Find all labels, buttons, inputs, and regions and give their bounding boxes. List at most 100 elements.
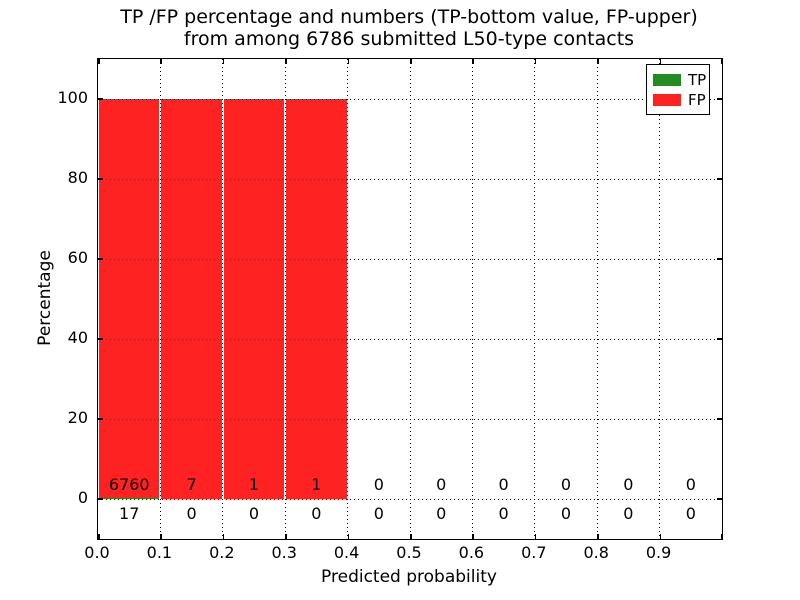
y-tick-label: 20	[67, 408, 88, 427]
gridline-vertical	[659, 59, 661, 539]
x-tick-mark	[98, 534, 100, 539]
legend-label: TP	[688, 71, 707, 89]
x-tick-mark-top	[472, 59, 474, 64]
fp-count-label: 0	[498, 475, 509, 494]
x-tick-label: 0.4	[333, 543, 360, 562]
gridline-vertical	[347, 59, 349, 539]
x-tick-label: 0.3	[271, 543, 297, 562]
y-tick-mark	[98, 178, 103, 180]
y-tick-label: 40	[67, 328, 88, 347]
fp-count-label: 0	[623, 475, 634, 494]
x-tick-label: 0.2	[209, 543, 235, 562]
y-tick-mark	[98, 98, 103, 100]
x-tick-mark	[160, 534, 162, 539]
y-tick-mark	[98, 338, 103, 340]
x-tick-mark-top	[347, 59, 350, 64]
fp-count-label: 0	[560, 475, 572, 494]
x-tick-mark	[410, 534, 412, 539]
y-tick-label: 60	[67, 248, 88, 267]
gridline-vertical	[596, 59, 598, 539]
tp-count-label: 0	[436, 504, 447, 523]
gridline-vertical	[222, 59, 224, 539]
x-tick-mark-top	[659, 59, 662, 64]
stacked-bar	[286, 99, 347, 499]
legend: TP FP	[646, 64, 710, 115]
fp-count-label: 6760	[108, 475, 150, 494]
stacked-bar	[99, 99, 160, 499]
x-tick-label: 0.8	[583, 543, 609, 562]
gridline-vertical	[284, 59, 286, 539]
x-tick-mark	[285, 534, 287, 539]
fp-count-label: 0	[436, 475, 447, 494]
tp-count-label: 0	[373, 504, 384, 523]
x-tick-mark-top	[98, 59, 100, 64]
x-tick-mark-top	[285, 59, 287, 64]
x-tick-mark	[222, 534, 225, 539]
x-tick-mark-top	[720, 59, 722, 64]
plot-area: 6760 17 7 0 1 0 1 0 0 0 0 0 0 0 0 0 0 0 0 0	[97, 58, 723, 540]
y-tick-mark-right	[717, 418, 722, 420]
gridline-vertical	[159, 59, 161, 539]
y-tick-mark-right	[717, 338, 722, 340]
x-tick-mark	[720, 534, 722, 539]
x-tick-mark-top	[160, 59, 162, 64]
y-tick-mark	[98, 258, 103, 260]
tp-count-label: 0	[685, 504, 696, 523]
y-tick-mark-right	[717, 98, 722, 100]
tp-count-label: 0	[498, 504, 509, 523]
y-tick-label: 80	[67, 168, 88, 187]
fp-count-label: 1	[248, 475, 260, 494]
x-tick-label: 0.1	[146, 543, 173, 562]
x-tick-mark-top	[222, 59, 225, 64]
stacked-bar	[223, 99, 285, 499]
y-tick-mark-right	[717, 498, 722, 500]
y-tick-mark-right	[717, 178, 722, 180]
tp-count-label: 17	[119, 504, 140, 523]
fp-count-label: 7	[186, 475, 197, 494]
x-tick-mark	[597, 534, 599, 539]
gridline-vertical	[534, 59, 536, 539]
x-tick-mark-top	[597, 59, 599, 64]
y-tick-mark-right	[717, 258, 722, 260]
y-tick-label: 100	[57, 88, 88, 107]
fp-bar-segment	[223, 99, 285, 499]
x-tick-label: 0.0	[84, 543, 110, 562]
fp-bar-segment	[286, 99, 347, 499]
x-tick-mark	[659, 534, 662, 539]
x-tick-mark	[534, 534, 537, 539]
x-tick-mark	[347, 534, 350, 539]
fp-count-label: 0	[685, 475, 696, 494]
y-tick-mark	[98, 418, 103, 420]
legend-swatch-tp	[653, 74, 681, 86]
tp-count-label: 0	[186, 504, 197, 523]
x-tick-label: 0.9	[645, 543, 672, 562]
chart-title-line1: TP /FP percentage and numbers (TP-bottom…	[120, 6, 698, 28]
x-tick-label: 0.5	[396, 543, 422, 562]
x-tick-mark-top	[534, 59, 537, 64]
tp-count-label: 0	[311, 504, 322, 523]
stacked-bar	[161, 99, 222, 499]
x-tick-label: 0.6	[458, 543, 485, 562]
x-tick-mark-top	[410, 59, 412, 64]
legend-row: FP	[653, 90, 709, 110]
fp-bar-segment	[99, 99, 160, 498]
x-tick-label: 0.7	[521, 543, 547, 562]
tp-count-label: 0	[623, 504, 634, 523]
x-tick-mark	[472, 534, 474, 539]
gridline-vertical	[409, 59, 411, 539]
fp-bar-segment	[161, 99, 222, 499]
chart-title-line2: from among 6786 submitted L50-type conta…	[183, 28, 635, 50]
fp-count-label: 0	[373, 475, 384, 494]
y-tick-label: 0	[77, 488, 88, 507]
tp-count-label: 0	[248, 504, 260, 523]
y-tick-mark	[98, 498, 103, 500]
fp-count-label: 1	[311, 475, 322, 494]
tp-count-label: 0	[560, 504, 572, 523]
legend-swatch-fp	[653, 94, 681, 106]
legend-row: TP	[653, 70, 709, 90]
legend-label: FP	[688, 91, 706, 109]
chart-title: TP /FP percentage and numbers (TP-bottom…	[97, 6, 721, 50]
x-axis-label: Predicted probability	[321, 567, 497, 587]
gridline-vertical	[471, 59, 473, 539]
